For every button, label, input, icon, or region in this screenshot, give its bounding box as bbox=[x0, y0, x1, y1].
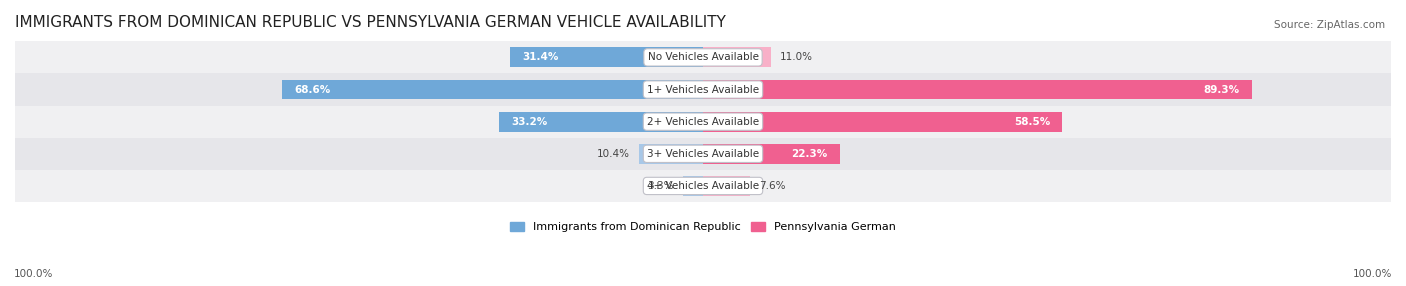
Bar bbox=[0, 106, 1406, 138]
Bar bbox=[0, 41, 1406, 74]
Text: 68.6%: 68.6% bbox=[294, 85, 330, 95]
Text: 4+ Vehicles Available: 4+ Vehicles Available bbox=[647, 181, 759, 191]
Text: 1+ Vehicles Available: 1+ Vehicles Available bbox=[647, 85, 759, 95]
Bar bbox=[703, 112, 1063, 132]
Text: 3.3%: 3.3% bbox=[647, 181, 673, 191]
Text: 100.0%: 100.0% bbox=[1353, 269, 1392, 279]
Text: 11.0%: 11.0% bbox=[780, 52, 813, 62]
Bar bbox=[0, 170, 1406, 202]
Bar bbox=[510, 47, 703, 67]
Text: Source: ZipAtlas.com: Source: ZipAtlas.com bbox=[1274, 20, 1385, 30]
Bar bbox=[640, 144, 703, 164]
Text: 89.3%: 89.3% bbox=[1204, 85, 1239, 95]
Text: 3+ Vehicles Available: 3+ Vehicles Available bbox=[647, 149, 759, 159]
Bar bbox=[703, 80, 1251, 100]
Bar bbox=[499, 112, 703, 132]
Text: 10.4%: 10.4% bbox=[598, 149, 630, 159]
Text: 31.4%: 31.4% bbox=[523, 52, 558, 62]
Text: IMMIGRANTS FROM DOMINICAN REPUBLIC VS PENNSYLVANIA GERMAN VEHICLE AVAILABILITY: IMMIGRANTS FROM DOMINICAN REPUBLIC VS PE… bbox=[15, 15, 725, 30]
Bar bbox=[0, 74, 1406, 106]
Legend: Immigrants from Dominican Republic, Pennsylvania German: Immigrants from Dominican Republic, Penn… bbox=[506, 217, 900, 237]
Text: 2+ Vehicles Available: 2+ Vehicles Available bbox=[647, 117, 759, 127]
Text: 58.5%: 58.5% bbox=[1014, 117, 1050, 127]
Text: 7.6%: 7.6% bbox=[759, 181, 786, 191]
Bar bbox=[683, 176, 703, 196]
Bar bbox=[703, 47, 770, 67]
Bar bbox=[703, 176, 749, 196]
Text: No Vehicles Available: No Vehicles Available bbox=[648, 52, 758, 62]
Bar bbox=[281, 80, 703, 100]
Bar bbox=[703, 144, 839, 164]
Text: 33.2%: 33.2% bbox=[512, 117, 547, 127]
Bar bbox=[0, 138, 1406, 170]
Text: 100.0%: 100.0% bbox=[14, 269, 53, 279]
Text: 22.3%: 22.3% bbox=[792, 149, 828, 159]
